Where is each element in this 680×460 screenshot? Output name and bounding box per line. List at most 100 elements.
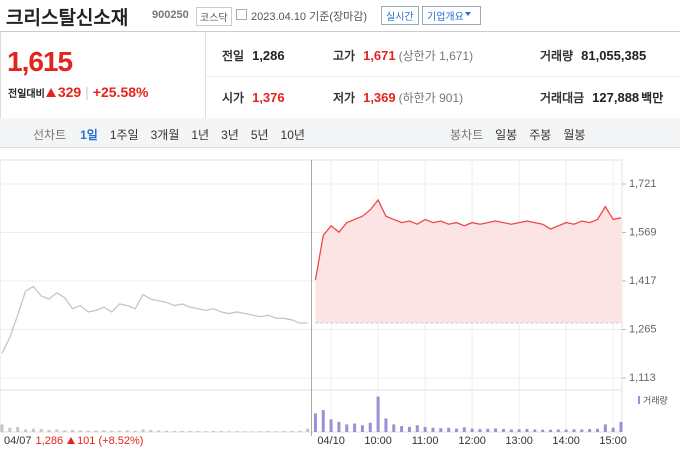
note: (상한가 1,671) bbox=[398, 49, 474, 63]
volume-bar bbox=[188, 430, 192, 432]
candle-tab[interactable]: 일봉 bbox=[495, 128, 518, 142]
x-tick-label: 11:00 bbox=[412, 435, 439, 447]
volume-bar bbox=[603, 424, 607, 432]
volume-bar bbox=[360, 425, 364, 432]
tab-bar bbox=[0, 118, 680, 148]
stock-name: 크리스탈신소재 bbox=[6, 8, 129, 29]
volume-bar bbox=[611, 427, 615, 432]
volume-bar bbox=[274, 431, 278, 432]
summary-item: 거래대금 127,888 백만 bbox=[540, 89, 663, 106]
period-tab[interactable]: 3개월 bbox=[150, 128, 180, 142]
volume-bar bbox=[204, 431, 208, 432]
volume-bar bbox=[494, 428, 498, 432]
label: 전일 bbox=[222, 49, 245, 63]
x-tick-label: 10:00 bbox=[364, 435, 392, 447]
divider bbox=[205, 32, 206, 118]
realtime-button[interactable]: 실시간 bbox=[381, 6, 419, 25]
change: 329 bbox=[57, 84, 82, 100]
x-tick-label: 12:00 bbox=[458, 435, 486, 447]
volume-bar bbox=[501, 428, 505, 432]
tab-label: 봉차트 bbox=[450, 128, 484, 142]
volume-bar bbox=[212, 430, 216, 432]
legend-swatch bbox=[638, 396, 640, 404]
volume-bar bbox=[533, 429, 537, 432]
volume-bar bbox=[525, 429, 529, 432]
volume-bar bbox=[376, 396, 380, 432]
volume-bar bbox=[266, 430, 270, 432]
label: 저가 bbox=[333, 91, 356, 105]
x-tick-label: 15:00 bbox=[599, 435, 627, 447]
volume-bar bbox=[172, 430, 176, 432]
change-pct: +25.58% bbox=[92, 84, 149, 100]
footer-close: 1,286 bbox=[35, 435, 64, 447]
volume-bar bbox=[619, 421, 623, 432]
period-tab[interactable]: 1일 bbox=[80, 128, 98, 142]
volume-bar bbox=[133, 430, 137, 432]
market-badge: 코스닥 bbox=[196, 7, 232, 26]
value: 1,671 bbox=[363, 48, 396, 63]
change-label: 전일대비 bbox=[8, 89, 45, 100]
volume-bar bbox=[125, 430, 129, 432]
area bbox=[315, 199, 621, 323]
y-tick-label: 1,417 bbox=[629, 275, 657, 287]
volume-bar bbox=[78, 430, 82, 432]
volume-bar bbox=[407, 426, 411, 432]
volume-bar bbox=[0, 424, 4, 432]
candle-tab[interactable]: 월봉 bbox=[563, 128, 586, 142]
footer-date: 04/07 bbox=[4, 435, 32, 447]
x-tick-label: 14:00 bbox=[552, 435, 580, 447]
volume-bar bbox=[337, 421, 341, 432]
volume-bar bbox=[219, 431, 223, 432]
volume-bar bbox=[321, 410, 325, 432]
volume-bar bbox=[462, 427, 466, 432]
volume-bar bbox=[454, 428, 458, 432]
period-tab[interactable]: 1년 bbox=[191, 128, 210, 142]
volume-bar bbox=[509, 429, 513, 432]
y-tick-label: 1,265 bbox=[629, 323, 657, 335]
unit: 백만 bbox=[641, 91, 664, 105]
volume-bar bbox=[353, 423, 357, 432]
volume-bar bbox=[329, 419, 333, 432]
volume-bar bbox=[556, 429, 560, 432]
volume-bar bbox=[439, 428, 443, 432]
volume-bar bbox=[55, 429, 59, 432]
period-tab[interactable]: 3년 bbox=[221, 128, 239, 142]
x-tick-label: 04/10 bbox=[317, 435, 345, 447]
volume-bar bbox=[392, 424, 396, 432]
volume-bar bbox=[423, 426, 427, 432]
price-change: 전일대비 329 | +25.58% bbox=[8, 84, 148, 100]
candle-tab[interactable]: 주봉 bbox=[529, 128, 552, 142]
volume-bar bbox=[541, 429, 545, 432]
volume-bar bbox=[251, 431, 255, 432]
volume-bar bbox=[8, 427, 12, 432]
summary-item: 고가 1,671 (상한가 1,671) bbox=[333, 47, 473, 64]
volume-bar bbox=[478, 429, 482, 432]
volume-bar bbox=[39, 429, 43, 432]
company-button[interactable]: 기업개요 bbox=[422, 6, 481, 25]
price-line bbox=[314, 198, 622, 281]
volume-bar bbox=[71, 429, 75, 432]
y-tick-label: 1,569 bbox=[629, 226, 657, 238]
price-line bbox=[1, 285, 308, 354]
separator: | bbox=[85, 84, 89, 100]
volume-bar bbox=[447, 427, 451, 432]
current-price: 1,615 bbox=[7, 46, 73, 77]
label: 시가 bbox=[222, 91, 245, 105]
volume-bar bbox=[24, 429, 28, 432]
volume-bar bbox=[368, 422, 372, 432]
x-tick-label: 13:00 bbox=[505, 435, 533, 447]
volume-bar bbox=[470, 428, 474, 432]
volume-bar bbox=[259, 431, 263, 432]
volume-bar bbox=[564, 429, 568, 432]
period-tab[interactable]: 5년 bbox=[250, 128, 269, 142]
volume-bar bbox=[94, 430, 98, 432]
volume-bar bbox=[227, 431, 231, 432]
period-tab[interactable]: 1주일 bbox=[109, 128, 139, 142]
volume-bar bbox=[345, 424, 349, 432]
stock-code: 900250 bbox=[152, 9, 189, 21]
period-tab[interactable]: 10년 bbox=[280, 128, 305, 142]
footer-change-pct: (+8.52%) bbox=[98, 435, 144, 447]
volume-bar bbox=[141, 429, 145, 432]
